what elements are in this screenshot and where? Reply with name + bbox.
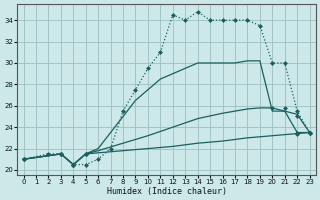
X-axis label: Humidex (Indice chaleur): Humidex (Indice chaleur) <box>107 187 227 196</box>
